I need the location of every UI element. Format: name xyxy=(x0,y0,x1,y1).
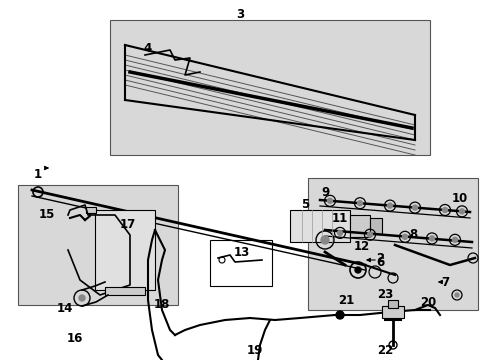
Bar xyxy=(381,306,403,318)
Text: 1: 1 xyxy=(34,168,42,181)
Circle shape xyxy=(79,295,85,301)
Text: 5: 5 xyxy=(300,198,308,211)
Text: 22: 22 xyxy=(376,343,392,356)
Text: 18: 18 xyxy=(154,298,170,311)
Bar xyxy=(387,300,397,308)
Text: 21: 21 xyxy=(337,293,353,306)
Circle shape xyxy=(451,237,457,242)
Text: 10: 10 xyxy=(451,192,467,204)
Circle shape xyxy=(442,207,447,212)
Text: 17: 17 xyxy=(120,219,136,231)
Circle shape xyxy=(354,267,360,273)
Text: 20: 20 xyxy=(419,296,435,309)
Circle shape xyxy=(454,293,458,297)
Circle shape xyxy=(367,232,372,237)
Circle shape xyxy=(386,203,392,208)
Bar xyxy=(18,185,178,305)
Bar xyxy=(289,210,349,242)
Text: 9: 9 xyxy=(321,185,329,198)
Text: 15: 15 xyxy=(39,208,55,221)
Text: 14: 14 xyxy=(57,302,73,315)
Circle shape xyxy=(402,234,407,239)
Circle shape xyxy=(335,311,343,319)
Circle shape xyxy=(337,230,342,235)
Circle shape xyxy=(412,205,417,210)
Bar xyxy=(110,20,429,155)
Circle shape xyxy=(459,209,464,214)
Bar xyxy=(105,287,145,295)
Circle shape xyxy=(327,198,332,203)
Circle shape xyxy=(320,236,328,244)
Text: 3: 3 xyxy=(235,9,244,22)
Bar xyxy=(209,240,271,286)
Text: 16: 16 xyxy=(67,332,83,345)
Bar xyxy=(86,207,96,213)
Circle shape xyxy=(428,236,434,241)
Text: 23: 23 xyxy=(376,288,392,302)
Circle shape xyxy=(357,201,362,206)
Text: 4: 4 xyxy=(143,41,152,54)
Text: 13: 13 xyxy=(233,246,250,258)
Text: 2: 2 xyxy=(375,252,383,265)
Bar xyxy=(369,218,381,234)
Text: 19: 19 xyxy=(246,343,263,356)
Bar xyxy=(349,215,369,237)
Bar xyxy=(307,178,477,310)
Text: 7: 7 xyxy=(440,275,448,288)
Text: 12: 12 xyxy=(353,240,369,253)
Bar xyxy=(95,210,155,290)
Text: 8: 8 xyxy=(408,229,416,242)
Text: 6: 6 xyxy=(375,256,384,269)
Text: 11: 11 xyxy=(331,211,347,225)
